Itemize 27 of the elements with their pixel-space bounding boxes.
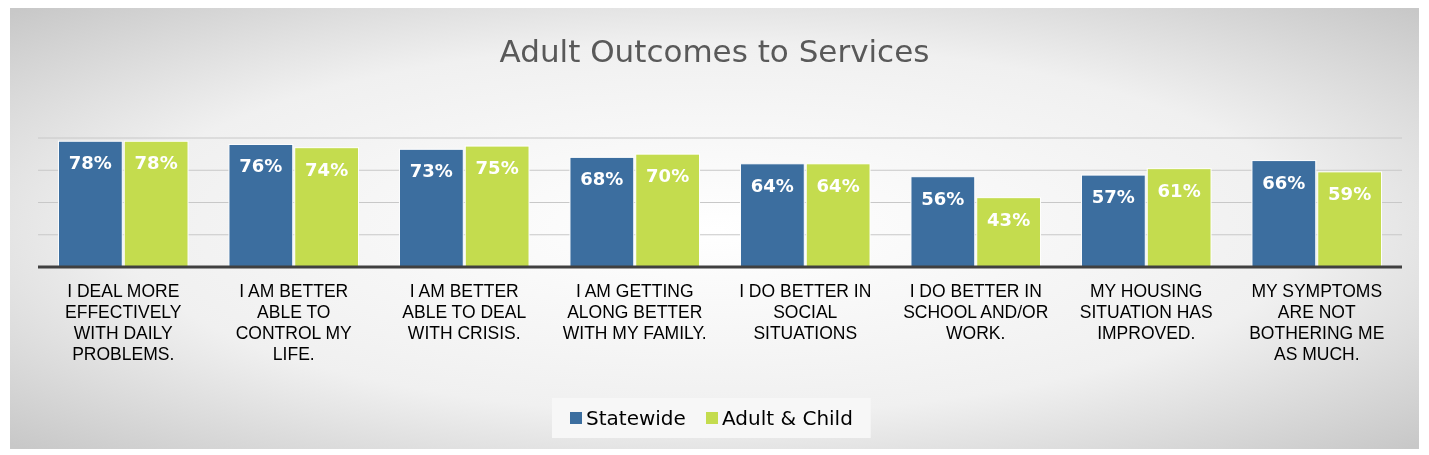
data-label: 56% xyxy=(921,187,965,209)
data-label: 64% xyxy=(750,174,794,196)
x-tick-label: I DEAL MORE EFFECTIVELY WITH DAILY PROBLEMS. xyxy=(65,281,182,365)
data-label: 78% xyxy=(68,152,112,174)
data-label: 43% xyxy=(987,208,1031,230)
data-label: 70% xyxy=(646,165,690,187)
x-tick-label: MY HOUSING SITUATION HAS IMPROVED. xyxy=(1079,281,1213,344)
data-label: 68% xyxy=(580,168,624,190)
data-label: 57% xyxy=(1091,186,1135,208)
data-label: 78% xyxy=(134,152,178,174)
x-tick-label: I AM BETTER ABLE TO DEAL WITH CRISIS. xyxy=(402,281,527,344)
x-tick-label: I DO BETTER IN SOCIAL SITUATIONS xyxy=(739,281,872,344)
data-label: 76% xyxy=(239,155,283,177)
data-label: 61% xyxy=(1157,179,1201,201)
x-tick-label: I DO BETTER IN SCHOOL AND/OR WORK. xyxy=(903,281,1049,344)
text: Statewide xyxy=(586,406,686,430)
data-label: 59% xyxy=(1328,182,1372,204)
x-tick-label: MY SYMPTOMS ARE NOT BOTHERING ME AS MUCH. xyxy=(1249,281,1385,365)
legend-label: Adult & Child xyxy=(722,406,853,430)
data-label: 75% xyxy=(475,157,519,179)
chart-title: Adult Outcomes to Services xyxy=(499,33,930,69)
data-label: 66% xyxy=(1262,171,1306,193)
data-label: 74% xyxy=(305,158,349,180)
x-tick-label: I AM GETTING ALONG BETTER WITH MY FAMILY. xyxy=(562,281,707,344)
x-tick-label: I AM BETTER ABLE TO CONTROL MY LIFE. xyxy=(235,281,353,365)
data-label: 64% xyxy=(816,174,860,196)
data-label: 73% xyxy=(409,160,453,182)
